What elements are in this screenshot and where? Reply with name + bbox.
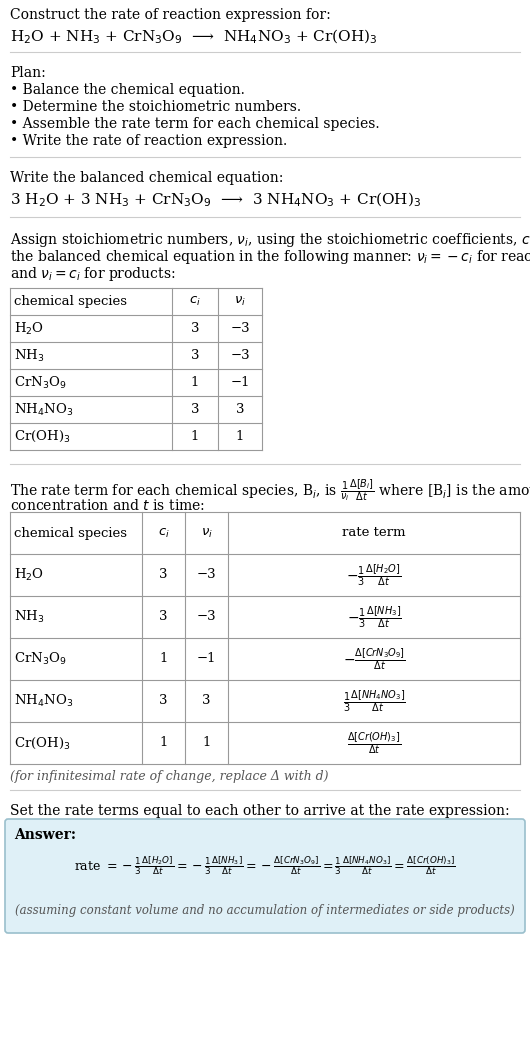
Text: −3: −3 bbox=[230, 322, 250, 335]
Text: NH$_4$NO$_3$: NH$_4$NO$_3$ bbox=[14, 402, 73, 417]
Text: 3: 3 bbox=[191, 349, 199, 362]
Text: $c_i$: $c_i$ bbox=[157, 526, 170, 540]
Text: • Write the rate of reaction expression.: • Write the rate of reaction expression. bbox=[10, 134, 287, 147]
Text: 3: 3 bbox=[236, 403, 244, 416]
Text: • Balance the chemical equation.: • Balance the chemical equation. bbox=[10, 83, 245, 97]
Text: $c_i$: $c_i$ bbox=[189, 295, 201, 309]
Text: and $\nu_i = c_i$ for products:: and $\nu_i = c_i$ for products: bbox=[10, 265, 175, 283]
Text: Plan:: Plan: bbox=[10, 66, 46, 79]
Text: 3: 3 bbox=[202, 695, 211, 707]
Text: −1: −1 bbox=[197, 653, 216, 665]
Text: Cr(OH)$_3$: Cr(OH)$_3$ bbox=[14, 735, 70, 751]
Text: 1: 1 bbox=[202, 736, 211, 750]
Text: Construct the rate of reaction expression for:: Construct the rate of reaction expressio… bbox=[10, 8, 331, 22]
Text: 1: 1 bbox=[160, 653, 167, 665]
Text: CrN$_3$O$_9$: CrN$_3$O$_9$ bbox=[14, 651, 67, 667]
Text: 1: 1 bbox=[160, 736, 167, 750]
Text: (assuming constant volume and no accumulation of intermediates or side products): (assuming constant volume and no accumul… bbox=[15, 904, 515, 917]
Text: 1: 1 bbox=[236, 430, 244, 444]
Text: 3: 3 bbox=[159, 611, 168, 623]
Text: −3: −3 bbox=[230, 349, 250, 362]
Text: chemical species: chemical species bbox=[14, 295, 127, 308]
Text: H$_2$O: H$_2$O bbox=[14, 320, 44, 337]
Text: Set the rate terms equal to each other to arrive at the rate expression:: Set the rate terms equal to each other t… bbox=[10, 804, 510, 818]
Text: CrN$_3$O$_9$: CrN$_3$O$_9$ bbox=[14, 374, 67, 390]
Text: 3: 3 bbox=[191, 403, 199, 416]
Text: Answer:: Answer: bbox=[14, 828, 76, 842]
Text: chemical species: chemical species bbox=[14, 526, 127, 540]
Text: $\nu_i$: $\nu_i$ bbox=[200, 526, 213, 540]
Text: (for infinitesimal rate of change, replace Δ with d): (for infinitesimal rate of change, repla… bbox=[10, 770, 329, 783]
Text: 1: 1 bbox=[191, 430, 199, 444]
Text: NH$_3$: NH$_3$ bbox=[14, 609, 45, 626]
Text: H$_2$O: H$_2$O bbox=[14, 567, 44, 583]
Text: $-\frac{1}{3}\frac{\Delta[NH_3]}{\Delta t}$: $-\frac{1}{3}\frac{\Delta[NH_3]}{\Delta … bbox=[347, 605, 401, 630]
Text: −3: −3 bbox=[197, 568, 216, 582]
Text: Cr(OH)$_3$: Cr(OH)$_3$ bbox=[14, 429, 70, 445]
Text: 3: 3 bbox=[159, 695, 168, 707]
Text: Write the balanced chemical equation:: Write the balanced chemical equation: bbox=[10, 170, 284, 185]
Text: 1: 1 bbox=[191, 376, 199, 389]
Text: $\frac{1}{3}\frac{\Delta[NH_4NO_3]}{\Delta t}$: $\frac{1}{3}\frac{\Delta[NH_4NO_3]}{\Del… bbox=[342, 688, 405, 713]
Text: • Assemble the rate term for each chemical species.: • Assemble the rate term for each chemic… bbox=[10, 117, 379, 131]
FancyBboxPatch shape bbox=[5, 819, 525, 933]
Text: rate $= -\frac{1}{3}\frac{\Delta[H_2O]}{\Delta t} = -\frac{1}{3}\frac{\Delta[NH_: rate $= -\frac{1}{3}\frac{\Delta[H_2O]}{… bbox=[74, 855, 456, 878]
Text: 3: 3 bbox=[191, 322, 199, 335]
Text: the balanced chemical equation in the following manner: $\nu_i = -c_i$ for react: the balanced chemical equation in the fo… bbox=[10, 248, 530, 266]
Text: 3: 3 bbox=[159, 568, 168, 582]
Text: NH$_4$NO$_3$: NH$_4$NO$_3$ bbox=[14, 692, 73, 709]
Text: $\frac{\Delta[Cr(OH)_3]}{\Delta t}$: $\frac{\Delta[Cr(OH)_3]}{\Delta t}$ bbox=[347, 730, 401, 756]
Text: H$_2$O + NH$_3$ + CrN$_3$O$_9$  ⟶  NH$_4$NO$_3$ + Cr(OH)$_3$: H$_2$O + NH$_3$ + CrN$_3$O$_9$ ⟶ NH$_4$N… bbox=[10, 28, 377, 46]
Text: The rate term for each chemical species, B$_i$, is $\frac{1}{\nu_i}\frac{\Delta[: The rate term for each chemical species,… bbox=[10, 478, 530, 504]
Text: Assign stoichiometric numbers, $\nu_i$, using the stoichiometric coefficients, $: Assign stoichiometric numbers, $\nu_i$, … bbox=[10, 231, 530, 249]
Text: $-\frac{1}{3}\frac{\Delta[H_2O]}{\Delta t}$: $-\frac{1}{3}\frac{\Delta[H_2O]}{\Delta … bbox=[346, 562, 402, 588]
Text: $\nu_i$: $\nu_i$ bbox=[234, 295, 246, 309]
Text: • Determine the stoichiometric numbers.: • Determine the stoichiometric numbers. bbox=[10, 100, 301, 114]
Text: concentration and $t$ is time:: concentration and $t$ is time: bbox=[10, 498, 205, 513]
Text: rate term: rate term bbox=[342, 526, 406, 540]
Text: 3 H$_2$O + 3 NH$_3$ + CrN$_3$O$_9$  ⟶  3 NH$_4$NO$_3$ + Cr(OH)$_3$: 3 H$_2$O + 3 NH$_3$ + CrN$_3$O$_9$ ⟶ 3 N… bbox=[10, 191, 421, 209]
Text: NH$_3$: NH$_3$ bbox=[14, 347, 45, 364]
Text: −1: −1 bbox=[230, 376, 250, 389]
Text: −3: −3 bbox=[197, 611, 216, 623]
Text: $-\frac{\Delta[CrN_3O_9]}{\Delta t}$: $-\frac{\Delta[CrN_3O_9]}{\Delta t}$ bbox=[342, 646, 405, 672]
